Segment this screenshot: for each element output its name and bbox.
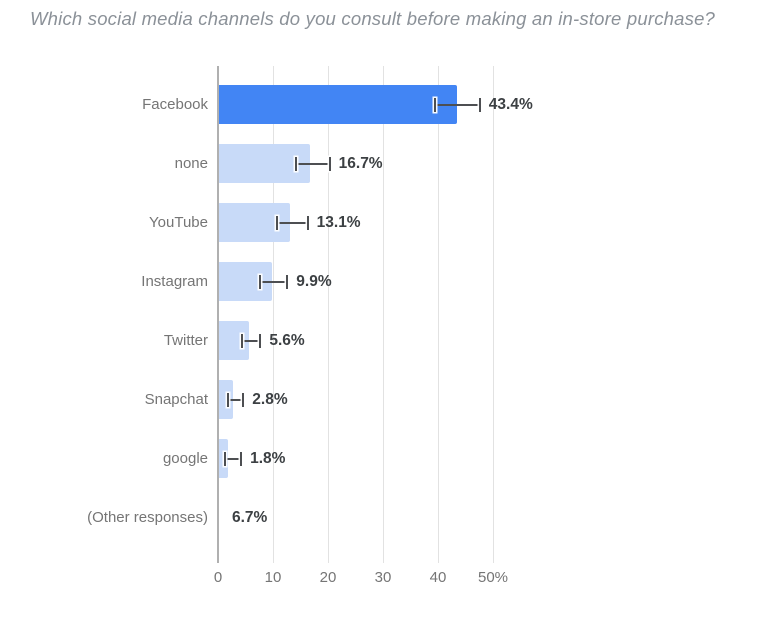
x-axis-tick-label: 20 — [319, 569, 337, 586]
x-axis-tick-label: 10 — [264, 569, 282, 586]
error-bar-line — [225, 458, 242, 460]
error-bar-lower-whisker — [227, 393, 230, 407]
category-label: Twitter — [163, 332, 208, 349]
category-label: none — [174, 155, 208, 172]
category-label: google — [162, 450, 208, 467]
bar — [219, 439, 228, 478]
value-label: 2.8% — [252, 391, 288, 408]
value-label: 5.6% — [269, 332, 305, 349]
error-bar-lower-whisker — [258, 275, 261, 289]
value-label: 9.9% — [296, 273, 332, 290]
value-label: 43.4% — [488, 96, 533, 113]
error-bar-line — [434, 104, 480, 106]
value-label: 16.7% — [338, 155, 383, 172]
gridline — [273, 66, 274, 563]
value-label: 6.7% — [232, 509, 268, 526]
error-bar-upper-whisker — [240, 452, 243, 466]
category-label: YouTube — [149, 214, 208, 231]
chart-title: Which social media channels do you consu… — [30, 8, 716, 29]
error-bar-upper-whisker — [328, 157, 331, 171]
error-bar-lower-whisker — [433, 98, 436, 112]
x-axis-tick-label: 50% — [477, 569, 509, 586]
error-bar-line — [259, 281, 288, 283]
error-bar-upper-whisker — [306, 216, 309, 230]
gridline — [383, 66, 384, 563]
gridline — [493, 66, 494, 563]
error-bar-line — [241, 340, 261, 342]
category-label: Facebook — [142, 96, 208, 113]
bar — [219, 85, 457, 124]
bar — [219, 380, 234, 419]
x-axis-tick-label: 0 — [213, 569, 223, 586]
error-bar-upper-whisker — [259, 334, 262, 348]
gridline — [438, 66, 439, 563]
error-bar-lower-whisker — [240, 334, 243, 348]
category-label: Instagram — [141, 273, 208, 290]
error-bar-upper-whisker — [286, 275, 289, 289]
category-label: (Other responses) — [87, 509, 208, 526]
gridline — [328, 66, 329, 563]
x-axis-tick-label: 40 — [429, 569, 447, 586]
error-bar-line — [276, 222, 308, 224]
error-bar-upper-whisker — [242, 393, 245, 407]
error-bar-lower-whisker — [224, 452, 227, 466]
error-bar-upper-whisker — [478, 98, 481, 112]
value-label: 13.1% — [316, 214, 361, 231]
error-bar-line — [228, 399, 244, 401]
category-label: Snapchat — [144, 391, 208, 408]
error-bar-lower-whisker — [275, 216, 278, 230]
error-bar-line — [296, 163, 330, 165]
value-label: 1.8% — [250, 450, 286, 467]
x-axis-tick-label: 30 — [374, 569, 392, 586]
error-bar-lower-whisker — [295, 157, 298, 171]
y-axis-line — [217, 66, 219, 563]
bar — [219, 144, 310, 183]
